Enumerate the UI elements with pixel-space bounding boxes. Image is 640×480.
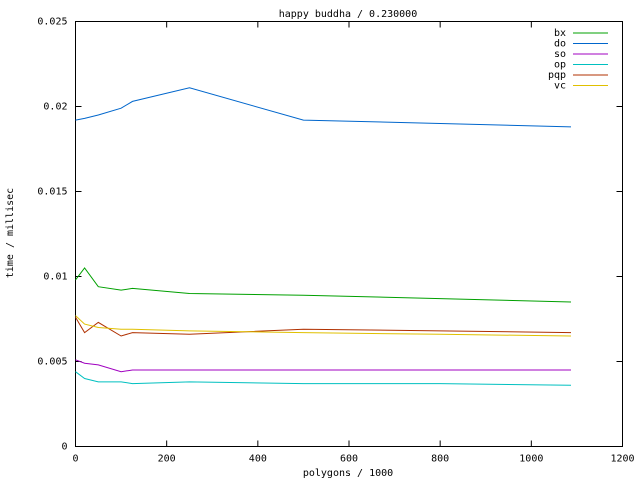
legend-label: vc xyxy=(554,81,566,92)
x-tick-label: 800 xyxy=(431,454,449,465)
legend-label: pqp xyxy=(548,70,566,81)
x-axis-label: polygons / 1000 xyxy=(303,468,393,479)
y-tick-label: 0.02 xyxy=(43,102,67,113)
legend-label: so xyxy=(554,49,566,60)
y-tick-label: 0.005 xyxy=(37,357,67,368)
y-tick-label: 0.01 xyxy=(43,272,67,283)
legend-label: bx xyxy=(554,28,566,39)
x-tick-label: 1200 xyxy=(610,454,634,465)
x-tick-label: 600 xyxy=(340,454,358,465)
legend-label: do xyxy=(554,39,566,50)
x-tick-label: 0 xyxy=(72,454,78,465)
series-line xyxy=(75,317,572,337)
chart-title: happy buddha / 0.230000 xyxy=(279,9,417,20)
y-tick-label: 0.015 xyxy=(37,187,67,198)
y-axis-label: time / millisec xyxy=(5,188,16,278)
y-tick-label: 0.025 xyxy=(37,17,67,28)
x-tick-label: 1000 xyxy=(519,454,543,465)
series-line xyxy=(75,87,572,128)
series-line xyxy=(75,267,572,303)
series-line xyxy=(75,315,572,337)
x-tick-label: 400 xyxy=(249,454,267,465)
x-tick-label: 200 xyxy=(158,454,176,465)
series-line xyxy=(75,371,572,386)
legend-label: op xyxy=(554,60,566,71)
y-tick-label: 0 xyxy=(61,442,67,453)
series-line xyxy=(75,359,571,373)
